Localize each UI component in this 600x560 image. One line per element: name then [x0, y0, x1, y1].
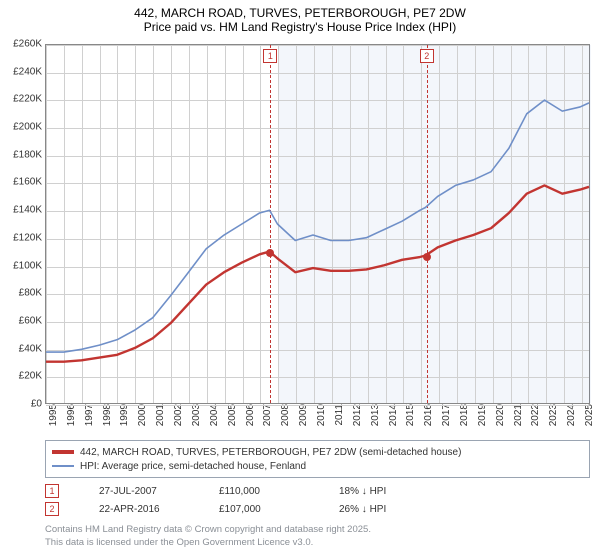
sale-price: £107,000: [219, 504, 339, 515]
y-tick-label: £0: [2, 399, 42, 410]
y-tick-label: £40K: [2, 343, 42, 354]
y-tick-label: £100K: [2, 260, 42, 271]
y-tick-label: £20K: [2, 371, 42, 382]
y-tick-label: £240K: [2, 66, 42, 77]
x-tick-label: 1997: [84, 404, 95, 434]
x-tick-label: 2021: [513, 404, 524, 434]
footer-line: This data is licensed under the Open Gov…: [45, 537, 371, 550]
title-block: 442, MARCH ROAD, TURVES, PETERBOROUGH, P…: [0, 0, 600, 36]
x-tick-label: 2010: [316, 404, 327, 434]
x-tick-label: 1996: [66, 404, 77, 434]
x-tick-label: 2003: [191, 404, 202, 434]
sale-price: £110,000: [219, 486, 339, 497]
y-tick-label: £120K: [2, 232, 42, 243]
y-tick-label: £80K: [2, 288, 42, 299]
legend-item: HPI: Average price, semi-detached house,…: [52, 459, 583, 473]
y-tick-label: £260K: [2, 39, 42, 50]
footer-line: Contains HM Land Registry data © Crown c…: [45, 524, 371, 537]
x-tick-label: 2013: [370, 404, 381, 434]
title-address: 442, MARCH ROAD, TURVES, PETERBOROUGH, P…: [0, 6, 600, 20]
x-tick-label: 2001: [155, 404, 166, 434]
sale-marker: 1: [45, 484, 59, 498]
y-tick-label: £140K: [2, 205, 42, 216]
x-tick-label: 1999: [119, 404, 130, 434]
sale-pct: 26% ↓ HPI: [339, 504, 459, 515]
series-line-price_paid: [46, 185, 589, 361]
legend-swatch: [52, 465, 74, 467]
x-tick-label: 2015: [405, 404, 416, 434]
x-tick-label: 1998: [102, 404, 113, 434]
footer: Contains HM Land Registry data © Crown c…: [45, 524, 371, 550]
x-tick-label: 2007: [262, 404, 273, 434]
y-tick-label: £220K: [2, 94, 42, 105]
sale-marker: 2: [45, 502, 59, 516]
sale-dot: [423, 253, 431, 261]
x-tick-label: 2016: [423, 404, 434, 434]
x-tick-label: 2008: [280, 404, 291, 434]
series-svg: [46, 45, 589, 403]
x-tick-label: 2022: [530, 404, 541, 434]
sale-pct: 18% ↓ HPI: [339, 486, 459, 497]
x-tick-label: 2002: [173, 404, 184, 434]
x-tick-label: 2017: [441, 404, 452, 434]
x-tick-label: 2006: [245, 404, 256, 434]
sale-dot: [266, 249, 274, 257]
x-tick-label: 2024: [566, 404, 577, 434]
sales-table: 1 27-JUL-2007 £110,000 18% ↓ HPI 2 22-AP…: [45, 482, 590, 518]
chart-container: 442, MARCH ROAD, TURVES, PETERBOROUGH, P…: [0, 0, 600, 560]
x-tick-label: 2025: [584, 404, 595, 434]
gridline-h: [46, 405, 589, 406]
x-tick-label: 2000: [137, 404, 148, 434]
x-tick-label: 2011: [334, 404, 345, 434]
y-tick-label: £160K: [2, 177, 42, 188]
x-tick-label: 2012: [352, 404, 363, 434]
y-tick-label: £200K: [2, 122, 42, 133]
sale-date: 27-JUL-2007: [99, 486, 219, 497]
series-line-hpi: [46, 100, 589, 352]
sale-row: 2 22-APR-2016 £107,000 26% ↓ HPI: [45, 500, 590, 518]
y-tick-label: £180K: [2, 149, 42, 160]
x-tick-label: 2018: [459, 404, 470, 434]
sale-row: 1 27-JUL-2007 £110,000 18% ↓ HPI: [45, 482, 590, 500]
y-tick-label: £60K: [2, 315, 42, 326]
x-tick-label: 2023: [548, 404, 559, 434]
x-tick-label: 2014: [388, 404, 399, 434]
legend-label: HPI: Average price, semi-detached house,…: [80, 461, 306, 472]
legend-item: 442, MARCH ROAD, TURVES, PETERBOROUGH, P…: [52, 445, 583, 459]
x-tick-label: 2019: [477, 404, 488, 434]
sale-date: 22-APR-2016: [99, 504, 219, 515]
chart-plot-area: 12: [45, 44, 590, 404]
x-tick-label: 2005: [227, 404, 238, 434]
x-tick-label: 2009: [298, 404, 309, 434]
x-tick-label: 1995: [48, 404, 59, 434]
x-tick-label: 2004: [209, 404, 220, 434]
title-subtitle: Price paid vs. HM Land Registry's House …: [0, 20, 600, 34]
legend-swatch: [52, 450, 74, 454]
legend-label: 442, MARCH ROAD, TURVES, PETERBOROUGH, P…: [80, 447, 461, 458]
x-tick-label: 2020: [495, 404, 506, 434]
legend: 442, MARCH ROAD, TURVES, PETERBOROUGH, P…: [45, 440, 590, 478]
